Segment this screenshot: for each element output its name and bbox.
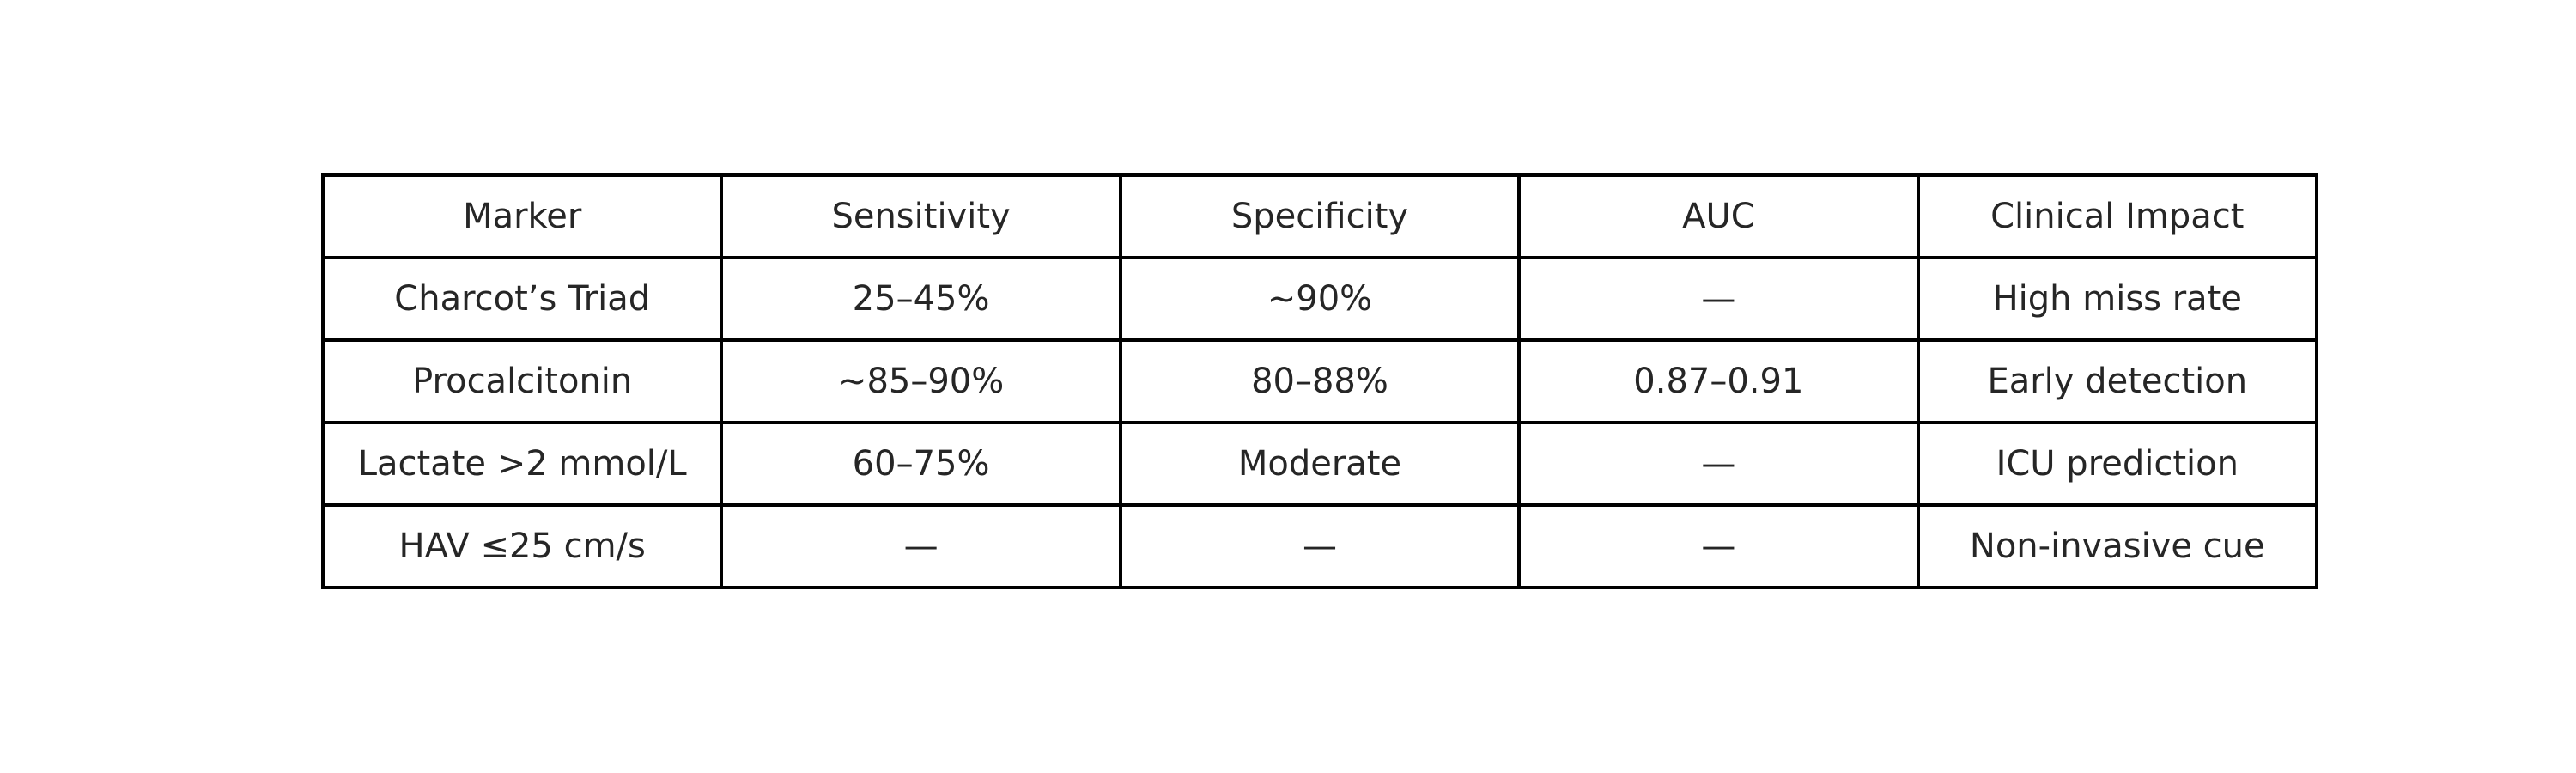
cell-specificity: ~90%: [1118, 256, 1522, 342]
cell-clinical-impact: ICU prediction: [1916, 421, 2319, 507]
cell-auc: —: [1517, 503, 1920, 589]
cell-marker: Procalcitonin: [320, 338, 724, 424]
cell-specificity: 80–88%: [1118, 338, 1522, 424]
cell-sensitivity: 25–45%: [720, 256, 1122, 342]
cell-auc: —: [1517, 421, 1920, 507]
header-cell-clinical-impact: Clinical Impact: [1916, 173, 2319, 259]
cell-sensitivity: 60–75%: [720, 421, 1122, 507]
cell-specificity: —: [1118, 503, 1522, 589]
header-cell-marker: Marker: [320, 173, 724, 259]
cell-marker: Lactate >2 mmol/L: [320, 421, 724, 507]
cell-marker: HAV ≤25 cm/s: [320, 503, 724, 589]
marker-comparison-table: Marker Sensitivity Specificity AUC Clini…: [320, 173, 2319, 589]
cell-sensitivity: ~85–90%: [720, 338, 1122, 424]
cell-clinical-impact: High miss rate: [1916, 256, 2319, 342]
cell-specificity: Moderate: [1118, 421, 1522, 507]
cell-auc: —: [1517, 256, 1920, 342]
table-row: Charcot’s Triad 25–45% ~90% — High miss …: [320, 256, 2319, 342]
header-cell-sensitivity: Sensitivity: [720, 173, 1122, 259]
header-cell-specificity: Specificity: [1118, 173, 1522, 259]
table-row: Lactate >2 mmol/L 60–75% Moderate — ICU …: [320, 421, 2319, 507]
header-cell-auc: AUC: [1517, 173, 1920, 259]
cell-clinical-impact: Non-invasive cue: [1916, 503, 2319, 589]
cell-clinical-impact: Early detection: [1916, 338, 2319, 424]
cell-marker: Charcot’s Triad: [320, 256, 724, 342]
table-header-row: Marker Sensitivity Specificity AUC Clini…: [320, 173, 2319, 259]
table-row: HAV ≤25 cm/s — — — Non-invasive cue: [320, 503, 2319, 589]
cell-sensitivity: —: [720, 503, 1122, 589]
cell-auc: 0.87–0.91: [1517, 338, 1920, 424]
table-row: Procalcitonin ~85–90% 80–88% 0.87–0.91 E…: [320, 338, 2319, 424]
